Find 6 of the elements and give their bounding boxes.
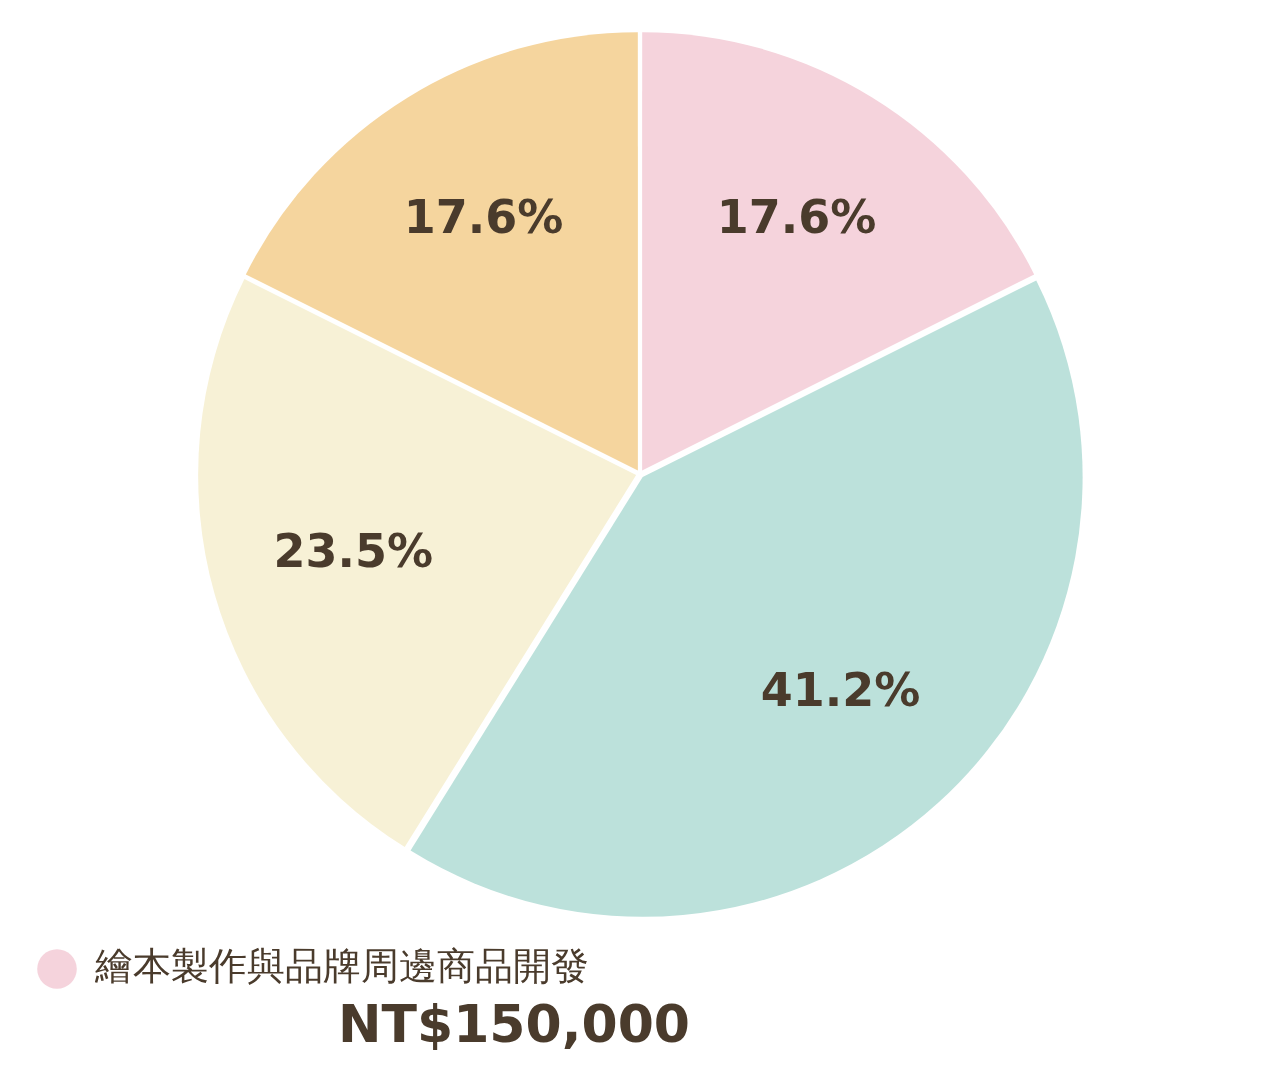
legend-label: 繪本製作與品牌周邊商品開發 xyxy=(94,943,589,988)
data-label: 41.2% xyxy=(760,663,921,718)
text: NT$150,000 xyxy=(337,994,691,1054)
data-label: 17.6% xyxy=(716,189,877,244)
data-label: 23.5% xyxy=(273,523,434,578)
data-label: 17.6% xyxy=(403,189,564,244)
